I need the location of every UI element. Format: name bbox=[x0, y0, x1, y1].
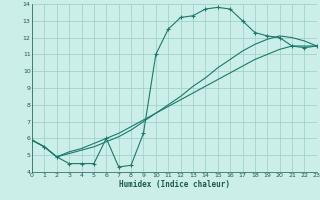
X-axis label: Humidex (Indice chaleur): Humidex (Indice chaleur) bbox=[119, 180, 230, 189]
